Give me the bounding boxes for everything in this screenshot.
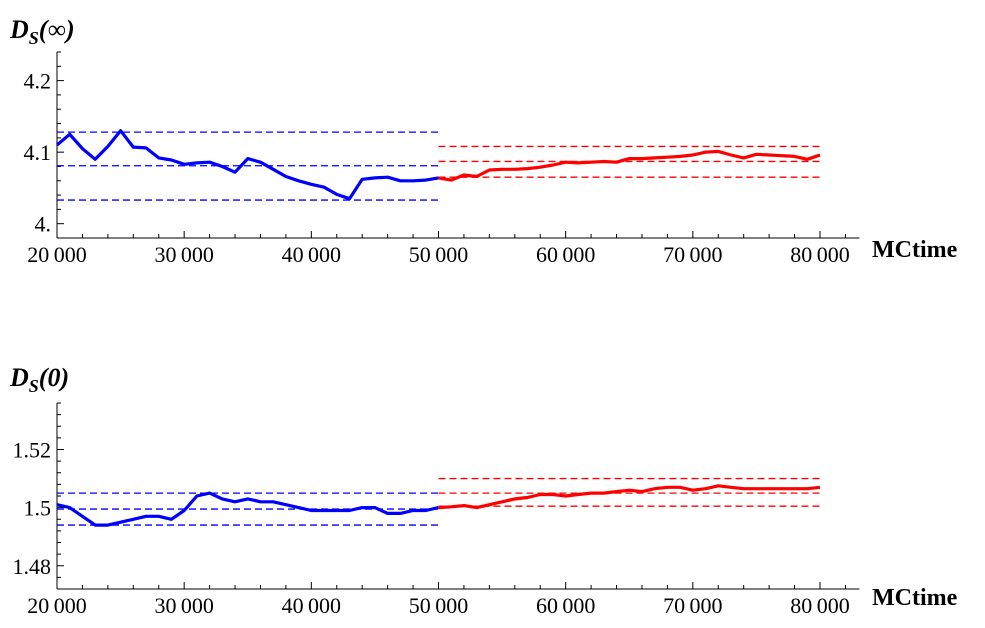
chart-bottom-ds-zero: DS(0) MCtime 20 000 30 000 40 000 50 000 60 …: [9, 363, 958, 618]
x-tick-label: 30 000: [154, 242, 213, 267]
series-line: [438, 484, 821, 510]
x-tick-label: 80 000: [790, 593, 849, 618]
x-tick-label: 60 000: [536, 242, 595, 267]
x-tick-label: 70 000: [663, 593, 722, 618]
x-tick-label: 40 000: [282, 242, 341, 267]
y-tick-label: 4.: [35, 212, 52, 237]
y-tick-label: 1.52: [13, 438, 52, 463]
x-axis-label: MCtime: [872, 237, 958, 263]
x-tick-label: 50 000: [409, 242, 468, 267]
chart-title: DS(0): [9, 363, 69, 396]
x-tick-label: 30 000: [154, 593, 213, 618]
y-tick-label: 1.48: [13, 554, 52, 579]
y-tick-label: 1.5: [24, 496, 52, 521]
x-tick-label: 70 000: [663, 242, 722, 267]
y-tick-label: 4.1: [24, 140, 52, 165]
series-line: [56, 491, 439, 527]
chart-title: DS(∞): [9, 15, 75, 48]
series-line: [55, 129, 439, 201]
series-line: [438, 149, 821, 182]
x-tick-label: 20 000: [27, 242, 86, 267]
y-tick-label: 4.2: [24, 69, 52, 94]
x-tick-label: 20 000: [27, 593, 86, 618]
x-tick-label: 60 000: [536, 593, 595, 618]
x-tick-label: 80 000: [790, 242, 849, 267]
x-tick-label: 40 000: [282, 593, 341, 618]
x-tick-label: 50 000: [409, 593, 468, 618]
chart-top-ds-infinity: DS(∞) MCtime 20 000 30 000 40 000 50 000 60 …: [9, 15, 958, 267]
x-axis-label: MCtime: [872, 585, 958, 611]
